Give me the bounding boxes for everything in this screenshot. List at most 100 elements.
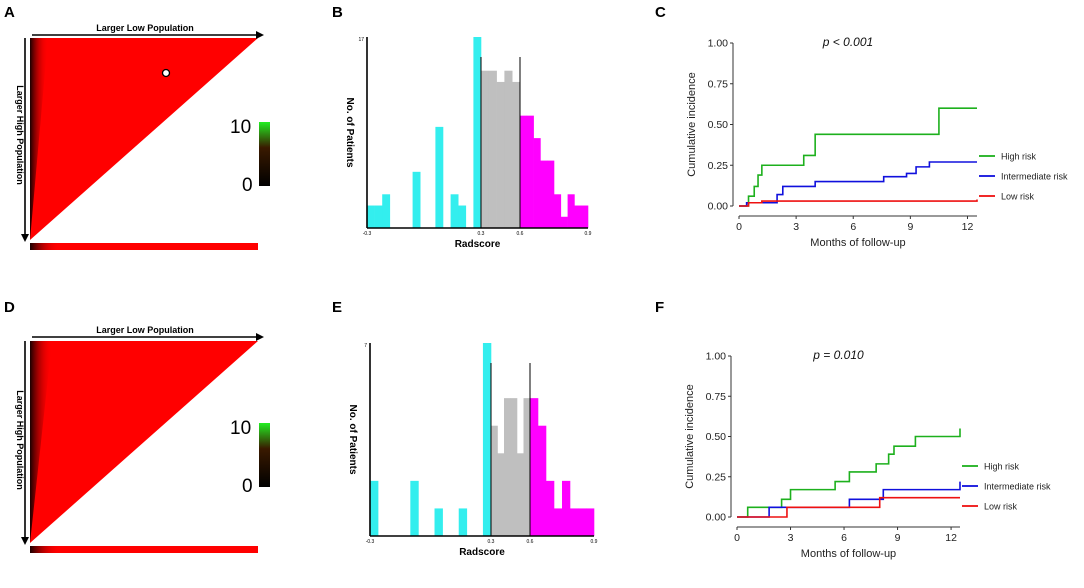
histogram-tick-label: 0.3 [478,231,485,237]
heatmap-a-y-arrow-label: Larger High Population [15,85,25,185]
histogram-tick-label: 0.9 [591,539,598,545]
histogram-bar-intermediate [491,425,498,536]
heatmap-a-cutpoint-marker [161,68,171,78]
histogram-bar-high [530,398,539,536]
km-y-tick-label: 1.00 [708,38,729,50]
km-x-tick-label: 3 [793,221,799,233]
histogram-bar-low [458,205,467,228]
histogram-bar-intermediate [504,70,513,229]
histogram-bar-high [533,138,541,228]
km-curve-low-risk [739,199,978,207]
histogram-x-label: Radscore [455,239,501,250]
heatmap-d-bottom-strip [30,546,258,553]
km-p-value: p < 0.001 [822,35,873,49]
panel-label-b: B [332,4,343,21]
histogram-bar-intermediate [504,398,511,536]
km-curve-low-risk [737,496,960,518]
km-x-tick-label: 12 [962,221,974,233]
km-curve-high-risk [739,107,977,207]
heatmap-d-y-arrow-label: Larger High Population [15,390,25,490]
km-curve-intermediate-risk [739,161,977,207]
histogram-tick-label: 0.3 [488,539,495,545]
histogram-x-label: Radscore [459,547,505,558]
histogram-tick-label: -0.3 [366,539,375,545]
histogram-bar-high [560,216,568,228]
histogram-bar-high [562,480,571,536]
km-curve-high-risk [737,428,961,518]
histogram-bar-low [374,205,383,228]
km-legend-label: Low risk [1001,192,1035,202]
km-x-label: Months of follow-up [810,237,905,249]
histogram-bar-low [367,205,375,228]
histogram-bar-high [554,194,562,228]
histogram-bar-intermediate [512,81,521,228]
heatmap-a-x-arrowhead [256,31,264,39]
histogram-bar-intermediate [523,398,531,536]
histogram-tick-label: 0.6 [527,539,534,545]
histogram-bar-low [434,508,443,536]
km-x-tick-label: 9 [907,221,913,233]
panel-label-a: A [4,4,15,21]
km-x-label: Months of follow-up [801,548,896,560]
panel-label-d: D [4,299,15,316]
km-x-tick-label: 3 [788,532,794,544]
km-x-tick-label: 0 [734,532,740,544]
heatmap-a: Larger Low Population Larger High Popula… [15,23,270,250]
km-legend-label: High risk [1001,152,1037,162]
histogram-bar-high [574,205,582,228]
km-y-label: Cumulative incidence [686,72,698,177]
histogram-bar-high [540,160,548,228]
heatmap-d-y-arrowhead [21,537,29,545]
histogram-bar-intermediate [481,70,490,229]
heatmap-a-colorbar-min-label: 0 [242,175,253,196]
heatmap-d-x-arrowhead [256,333,264,341]
histogram-bar-intermediate [517,453,524,536]
heatmap-a-x-arrow-label: Larger Low Population [96,23,194,33]
heatmap-d-bottom-strip-dark [30,546,60,553]
histogram-bar-high [538,425,547,536]
heatmap-d: Larger Low Population Larger High Popula… [15,325,270,553]
km-y-label: Cumulative incidence [684,384,696,489]
heatmap-d-colorbar [259,423,270,487]
histogram-bar-intermediate [510,398,518,536]
km-x-tick-label: 12 [945,532,957,544]
heatmap-d-colorbar-max-label: 10 [230,418,251,439]
histogram-bar-low [450,194,459,228]
histogram-bar-high [578,508,587,536]
histogram-bar-high [520,115,528,228]
km-y-tick-label: 0.00 [708,201,729,213]
histogram-y-max-label: 17 [358,37,364,43]
histogram-bar-high [547,160,555,228]
km-legend-label: Low risk [984,502,1018,512]
km-legend-label: Intermediate risk [1001,172,1068,182]
km-legend-label: High risk [984,462,1020,472]
histogram-bar-intermediate [497,453,505,536]
km-y-tick-label: 0.50 [706,431,727,443]
histogram-y-max-label: 7 [364,343,367,349]
histogram-bar-low [473,37,482,228]
histogram-bar-low [435,126,444,228]
panel-label-c: C [655,4,666,21]
km-y-tick-label: 0.75 [706,391,727,403]
panel-label-e: E [332,299,342,316]
heatmap-d-x-arrow-label: Larger Low Population [96,325,194,335]
km-y-tick-label: 0.50 [708,119,729,131]
km-x-tick-label: 6 [841,532,847,544]
histogram-b: 17 -0.3 0.3 0.6 0.9 Radscore No. of Patients [344,37,592,250]
heatmap-a-bottom-strip [30,243,258,250]
histogram-bar-high [546,480,555,536]
histogram-bar-high [570,508,579,536]
heatmap-d-triangle [30,341,258,543]
km-y-tick-label: 0.25 [708,160,729,172]
histogram-bar-high [567,194,575,228]
km-x-tick-label: 6 [850,221,856,233]
histogram-bar-intermediate [488,70,497,229]
histogram-y-label: No. of Patients [344,97,355,167]
heatmap-a-triangle [30,38,258,240]
heatmap-a-bottom-strip-dark [30,243,60,250]
histogram-tick-label: 0.6 [517,231,524,237]
histogram-bar-high [554,508,563,536]
heatmap-a-colorbar [259,122,270,186]
